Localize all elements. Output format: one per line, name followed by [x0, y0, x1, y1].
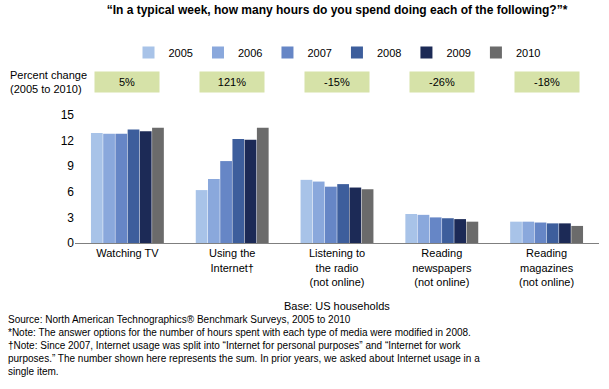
svg-text:-26%: -26% [429, 76, 455, 88]
svg-text:2010: 2010 [516, 47, 540, 59]
svg-text:12: 12 [61, 134, 75, 148]
svg-text:2007: 2007 [307, 47, 331, 59]
svg-text:5%: 5% [119, 76, 135, 88]
svg-text:2008: 2008 [377, 47, 401, 59]
svg-text:15: 15 [61, 108, 75, 122]
svg-text:Listening tothe radio(not onli: Listening tothe radio(not online) [309, 247, 365, 288]
svg-text:Watching TV: Watching TV [96, 247, 159, 259]
svg-text:2005: 2005 [169, 47, 193, 59]
svg-text:Readingmagazines(not online): Readingmagazines(not online) [519, 247, 574, 288]
svg-text:Base: US households: Base: US households [284, 300, 390, 312]
svg-text:“In a typical week, how many h: “In a typical week, how many hours do yo… [107, 3, 568, 17]
svg-text:Percent change(2005 to 2010): Percent change(2005 to 2010) [10, 69, 87, 95]
svg-text:6: 6 [67, 185, 74, 199]
svg-text:2009: 2009 [446, 47, 470, 59]
svg-text:0: 0 [67, 236, 74, 250]
svg-text:-18%: -18% [534, 76, 560, 88]
svg-text:Source: North American Technog: Source: North American Technographics® B… [8, 314, 480, 377]
svg-text:2006: 2006 [238, 47, 262, 59]
svg-text:Using theInternet†: Using theInternet† [209, 247, 255, 273]
svg-text:3: 3 [67, 211, 74, 225]
svg-text:Readingnewspapers(not online): Readingnewspapers(not online) [412, 247, 472, 288]
svg-text:121%: 121% [218, 76, 246, 88]
svg-text:-15%: -15% [324, 76, 350, 88]
svg-text:9: 9 [67, 159, 74, 173]
